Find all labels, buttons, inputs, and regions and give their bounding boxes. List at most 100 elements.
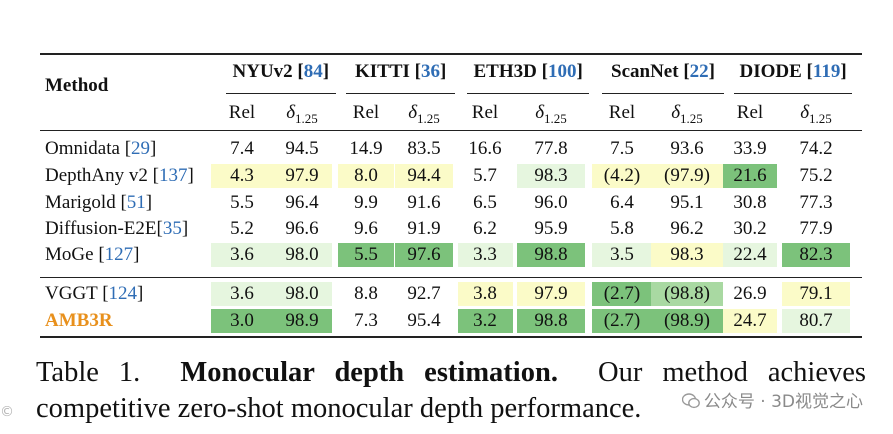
metric-rel-header: Rel: [736, 102, 764, 123]
table-cell: 3.3: [457, 243, 513, 267]
delta-subscript: 1.25: [809, 110, 832, 126]
method-label: DepthAny v2: [45, 165, 153, 186]
dataset-header-kitti: KITTI [36]: [355, 61, 447, 82]
header-rule: [40, 130, 862, 131]
method-name: VGGT [124]: [45, 283, 144, 304]
table-cell: 96.0: [534, 192, 568, 213]
dataset-reference: 100: [547, 61, 577, 82]
table-cell: 3.5: [592, 243, 652, 267]
table-cell: 94.5: [285, 138, 319, 159]
table-cell: 3.6: [211, 243, 273, 267]
table-cell: 8.8: [354, 283, 378, 304]
metric-delta-header: δ1.25: [516, 102, 586, 127]
caption-text-1: Our method achieves: [598, 357, 866, 388]
table-cell: 5.7: [473, 165, 497, 186]
dataset-name: ScanNet: [611, 61, 679, 82]
method-label: MoGe: [45, 244, 99, 265]
table-cell: 14.9: [349, 138, 383, 159]
table-cell: 98.0: [272, 243, 332, 267]
table-cell: 98.0: [272, 282, 332, 306]
table-caption: Table 1. Monocular depth estimation. Our…: [36, 356, 866, 390]
table-cell: 30.8: [733, 192, 767, 213]
method-name: Marigold [51]: [45, 192, 153, 213]
dataset-cmidrule: [346, 93, 455, 94]
dataset-name: KITTI: [355, 61, 410, 82]
table-cell: 7.3: [354, 310, 378, 331]
delta-symbol: δ: [535, 102, 545, 123]
method-reference: 127: [104, 244, 134, 265]
table-cell: 3.6: [211, 282, 273, 306]
table-cell: 3.0: [211, 309, 273, 333]
watermark-text: 公众号 · 3D视觉之心: [703, 392, 863, 412]
method-label: Diffusion-E2E: [45, 218, 157, 239]
dataset-header-nyuv2: NYUv2 [84]: [232, 61, 330, 82]
table-cell: 77.9: [799, 218, 833, 239]
table-cell: 93.6: [670, 138, 704, 159]
delta-subscript: 1.25: [544, 110, 567, 126]
method-reference: 29: [131, 138, 151, 159]
dataset-cmidrule: [467, 93, 589, 94]
table-cell: 80.7: [782, 309, 850, 333]
dataset-cmidrule: [602, 93, 724, 94]
method-name: Omnidata [29]: [45, 138, 157, 159]
metric-rel-header: Rel: [608, 102, 636, 123]
table-cell: 79.1: [782, 282, 850, 306]
table-cell: 98.3: [517, 164, 585, 188]
dataset-cmidrule: [734, 93, 852, 94]
table-cell: (2.7): [592, 309, 652, 333]
table-cell: (4.2): [592, 164, 652, 188]
method-label: AMB3R: [45, 310, 113, 331]
caption-title: Monocular depth estimation.: [180, 357, 558, 388]
table-cell: 6.5: [473, 192, 497, 213]
dataset-header-eth3d: ETH3D [100]: [473, 61, 583, 82]
dataset-name: ETH3D: [473, 61, 537, 82]
table-cell: 96.4: [285, 192, 319, 213]
caption-text-2: competitive zero-shot monocular depth pe…: [36, 393, 642, 424]
metric-delta-header: δ1.25: [267, 102, 337, 127]
bottom-rule: [40, 336, 862, 338]
dataset-reference: 84: [303, 61, 323, 82]
wechat-icon: [681, 393, 700, 409]
dataset-reference: 36: [421, 61, 440, 82]
method-reference: 35: [162, 218, 182, 239]
metric-rel-header: Rel: [228, 102, 256, 123]
delta-symbol: δ: [286, 102, 296, 123]
delta-symbol: δ: [800, 102, 810, 123]
table-cell: 75.2: [799, 165, 833, 186]
table-cell: 83.5: [407, 138, 441, 159]
table-cell: 16.6: [468, 138, 502, 159]
metric-rel-header: Rel: [352, 102, 380, 123]
table-cell: 7.5: [610, 138, 634, 159]
watermark: 公众号 · 3D视觉之心: [681, 387, 863, 412]
method-reference: 137: [158, 165, 188, 186]
table-cell: 5.5: [230, 192, 254, 213]
table-cell: 3.8: [457, 282, 513, 306]
metric-delta-header: δ1.25: [389, 102, 459, 127]
table-cell: 4.3: [211, 164, 273, 188]
table-cell: (2.7): [592, 282, 652, 306]
table-cell: 97.9: [517, 282, 585, 306]
table-cell: 82.3: [782, 243, 850, 267]
table-cell: 97.9: [272, 164, 332, 188]
table-cell: 30.2: [733, 218, 767, 239]
method-name: AMB3R: [45, 309, 113, 333]
table-cell: 91.6: [407, 192, 441, 213]
table-cell: 94.4: [395, 164, 453, 188]
table-cell: 98.8: [517, 309, 585, 333]
metric-delta-header: δ1.25: [652, 102, 722, 127]
table-cell: 96.2: [670, 218, 704, 239]
metric-delta-header: δ1.25: [781, 102, 851, 127]
table-cell: 96.6: [285, 218, 319, 239]
method-name: MoGe [127]: [45, 244, 140, 265]
table-cell: 77.8: [534, 138, 568, 159]
group-rule: [40, 277, 862, 278]
dataset-name: DIODE: [739, 61, 802, 82]
method-label: Omnidata: [45, 138, 125, 159]
table-cell: (97.9): [651, 164, 723, 188]
table-cell: 3.2: [457, 309, 513, 333]
table-cell: 97.6: [395, 243, 453, 267]
table-cell: 98.8: [517, 243, 585, 267]
table-cell: 5.5: [338, 243, 394, 267]
delta-symbol: δ: [671, 102, 681, 123]
delta-subscript: 1.25: [417, 110, 440, 126]
